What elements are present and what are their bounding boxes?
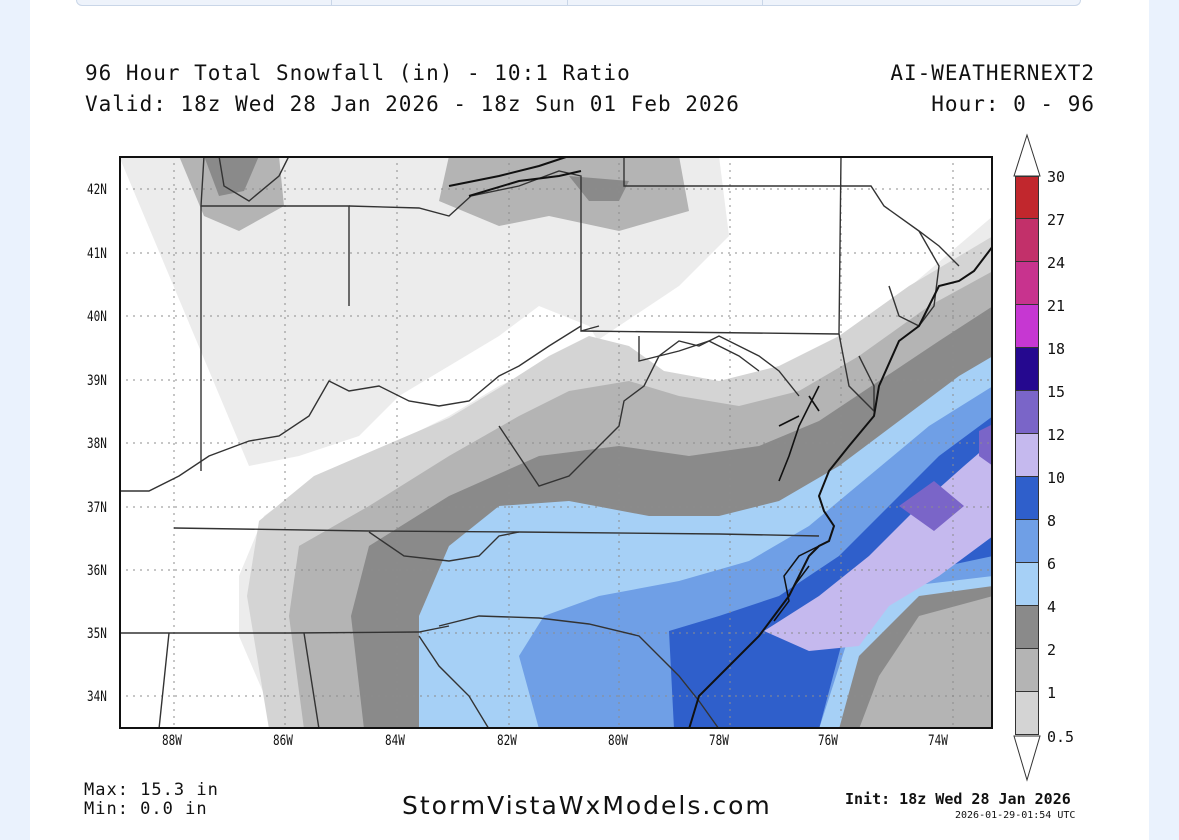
- min-value: Min: 0.0 in: [84, 799, 208, 819]
- model-name: AI-WEATHERNEXT2: [890, 61, 1095, 85]
- snow-band-8: [669, 416, 993, 729]
- lat-label: 38N: [87, 435, 107, 452]
- lon-label: 74W: [928, 732, 948, 749]
- lon-label: 84W: [385, 732, 405, 749]
- lat-label: 34N: [87, 688, 107, 705]
- lat-label: 41N: [87, 245, 107, 262]
- colorbar-label: 6: [1047, 555, 1057, 573]
- great-lakes-erie: [448, 156, 582, 197]
- colorbar-label: 2: [1047, 641, 1057, 659]
- snow-blob-north-core: [569, 176, 629, 201]
- colorbar-label: 4: [1047, 598, 1057, 616]
- page-margin-right: [1149, 0, 1179, 840]
- colorbar-segment: [1015, 692, 1039, 735]
- border-alabama: [158, 632, 320, 729]
- colorbar-label: 8: [1047, 512, 1057, 530]
- colorbar-segment: [1015, 606, 1039, 649]
- pamlico-sound: [773, 545, 820, 622]
- snow-blob-west-core: [204, 156, 259, 196]
- init-time: Init: 18z Wed 28 Jan 2026: [845, 790, 1071, 808]
- colorbar-label: 30: [1047, 168, 1066, 186]
- colorbar-label: 21: [1047, 297, 1066, 315]
- colorbar-segment: [1015, 348, 1039, 391]
- colorbar-segment: [1015, 520, 1039, 563]
- colorbar-label: 27: [1047, 211, 1066, 229]
- valid-period: Valid: 18z Wed 28 Jan 2026 - 18z Sun 01 …: [85, 92, 740, 116]
- tab[interactable]: [763, 0, 1080, 5]
- lat-label: 37N: [87, 499, 107, 516]
- colorbar: [1015, 176, 1039, 735]
- colorbar-label: 10: [1047, 469, 1066, 487]
- colorbar-segment: [1015, 477, 1039, 520]
- lat-label: 36N: [87, 562, 107, 579]
- generated-timestamp: 2026-01-29-01:54 UTC: [955, 810, 1076, 821]
- colorbar-segment: [1015, 391, 1039, 434]
- colorbar-segment: [1015, 649, 1039, 692]
- lon-label: 82W: [497, 732, 517, 749]
- map-title: 96 Hour Total Snowfall (in) - 10:1 Ratio: [85, 61, 631, 85]
- border-maryland: [638, 336, 760, 372]
- border-nc-sc: [438, 615, 720, 729]
- snow-band-12b: [979, 424, 993, 466]
- colorbar-segment: [1015, 434, 1039, 477]
- tab[interactable]: [568, 0, 763, 5]
- border-sc-ga: [418, 635, 490, 729]
- lon-label: 88W: [162, 732, 182, 749]
- colorbar-label: 15: [1047, 383, 1066, 401]
- tab[interactable]: [77, 0, 332, 5]
- colorbar-label: 24: [1047, 254, 1066, 272]
- chesapeake-bay: [778, 385, 820, 482]
- coastline: [688, 245, 993, 729]
- lake-michigan: [218, 156, 290, 202]
- colorbar-segment: [1015, 563, 1039, 606]
- colorbar-top-arrow: [1013, 133, 1041, 177]
- colorbar-segment: [1015, 176, 1039, 219]
- colorbar-label: 12: [1047, 426, 1066, 444]
- border-wv-va: [498, 335, 800, 487]
- lon-label: 86W: [273, 732, 293, 749]
- brand-watermark: StormVistaWxModels.com: [402, 791, 772, 820]
- colorbar-segment: [1015, 305, 1039, 348]
- colorbar-bottom-arrow: [1013, 735, 1041, 782]
- colorbar-segment: [1015, 219, 1039, 262]
- lon-label: 78W: [709, 732, 729, 749]
- forecast-hours: Hour: 0 - 96: [931, 92, 1095, 116]
- border-tennessee-south: [119, 625, 450, 634]
- lat-label: 39N: [87, 372, 107, 389]
- tab-bar[interactable]: [76, 0, 1081, 6]
- border-ohio: [348, 170, 600, 332]
- snow-band-6: [519, 386, 993, 729]
- snowfall-map: [119, 156, 993, 729]
- snow-band-12: [899, 481, 964, 531]
- lat-label: 35N: [87, 625, 107, 642]
- max-value: Max: 15.3 in: [84, 780, 219, 800]
- colorbar-label: 1: [1047, 684, 1057, 702]
- border-nc-tn: [368, 531, 520, 562]
- colorbar-segment: [1015, 262, 1039, 305]
- tab[interactable]: [332, 0, 569, 5]
- lon-label: 76W: [818, 732, 838, 749]
- border-new-jersey: [888, 230, 940, 327]
- lon-label: 80W: [608, 732, 628, 749]
- border-ohio-river: [119, 325, 582, 492]
- page-margin-left: [0, 0, 30, 840]
- colorbar-label: 0.5: [1047, 728, 1075, 746]
- lat-label: 40N: [87, 308, 107, 325]
- colorbar-label: 18: [1047, 340, 1066, 358]
- lat-label: 42N: [87, 181, 107, 198]
